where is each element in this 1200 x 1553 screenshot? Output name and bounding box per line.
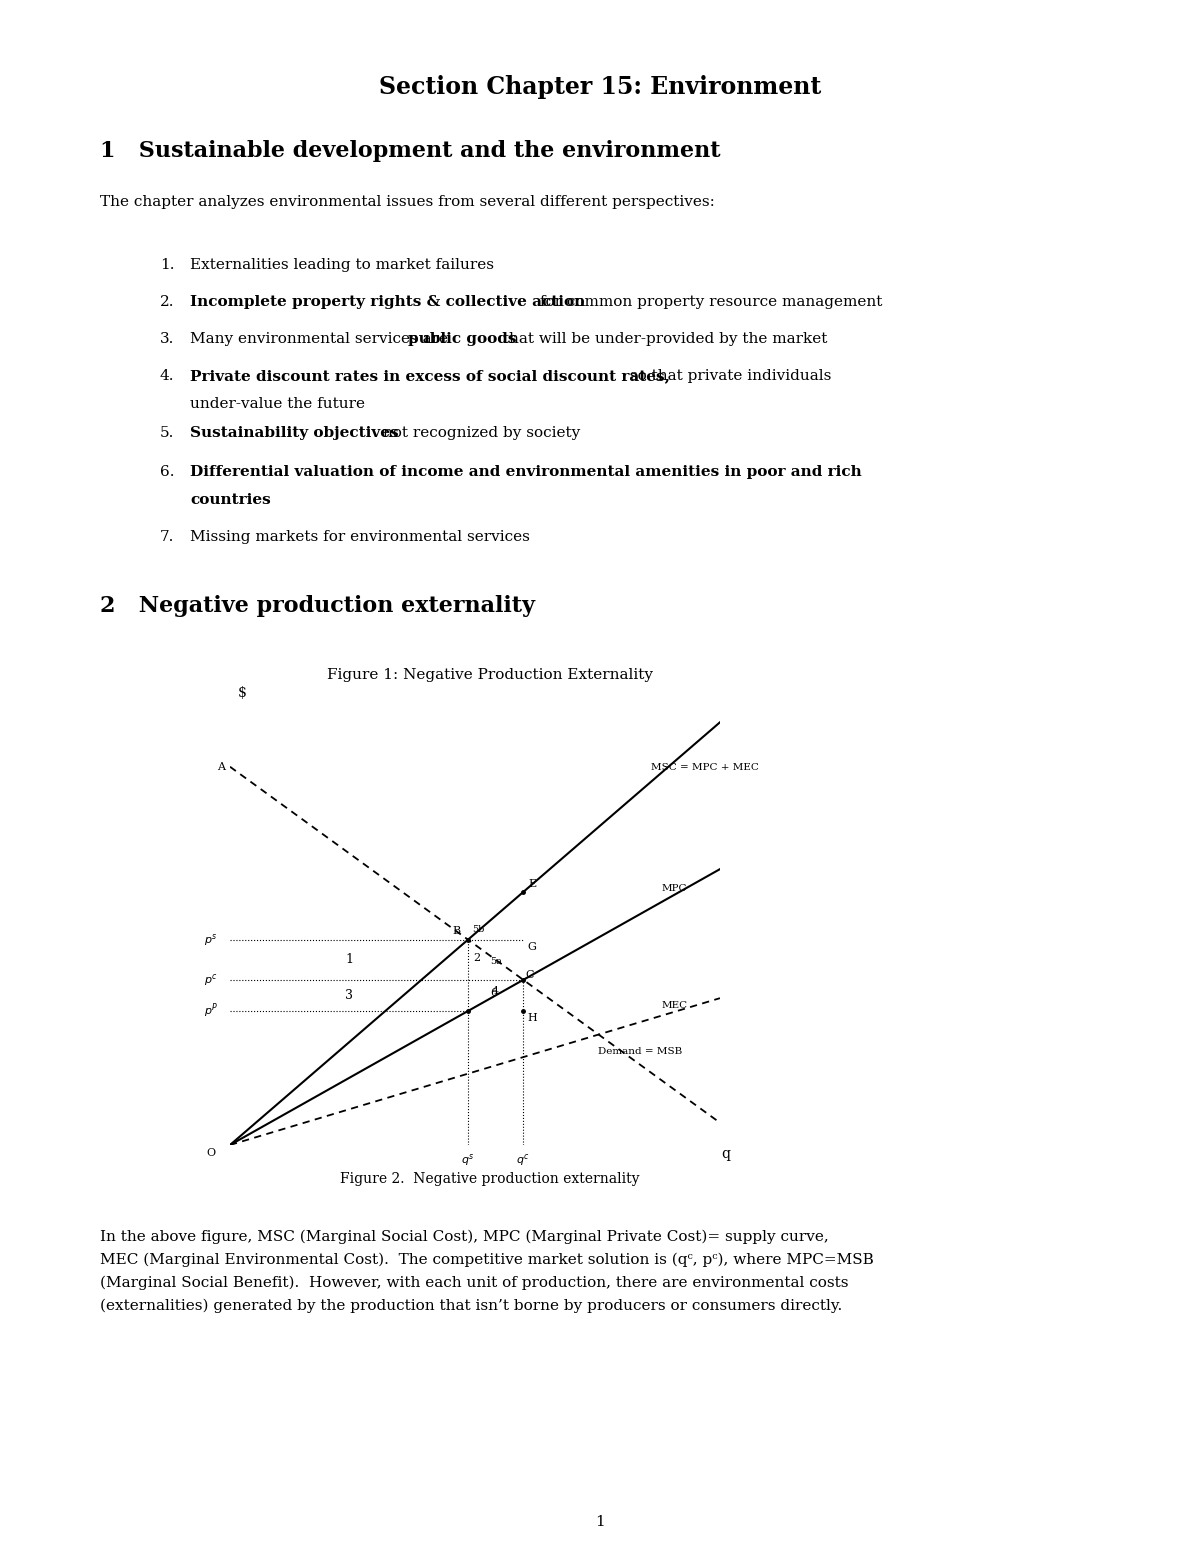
Text: $: $ [238,686,246,700]
Text: 5b: 5b [472,924,485,933]
Text: 1   Sustainable development and the environment: 1 Sustainable development and the enviro… [100,140,720,162]
Text: 2   Negative production externality: 2 Negative production externality [100,595,535,617]
Text: public goods: public goods [408,332,516,346]
Text: MEC: MEC [661,1000,688,1009]
Text: MEC (Marginal Environmental Cost).  The competitive market solution is (qᶜ, pᶜ),: MEC (Marginal Environmental Cost). The c… [100,1253,874,1267]
Text: Incomplete property rights & collective action: Incomplete property rights & collective … [190,295,586,309]
Text: $q^s$: $q^s$ [461,1152,475,1168]
Text: (Marginal Social Benefit).  However, with each unit of production, there are env: (Marginal Social Benefit). However, with… [100,1277,848,1291]
Text: (externalities) generated by the production that isn’t borne by producers or con: (externalities) generated by the product… [100,1298,842,1314]
Text: for common property resource management: for common property resource management [535,295,882,309]
Text: MPC: MPC [661,884,686,893]
Text: q: q [721,1148,730,1162]
Text: In the above figure, MSC (Marginal Social Cost), MPC (Marginal Private Cost)= su: In the above figure, MSC (Marginal Socia… [100,1230,829,1244]
Text: Externalities leading to market failures: Externalities leading to market failures [190,258,494,272]
Text: 4.: 4. [160,370,174,384]
Text: 5.: 5. [160,426,174,439]
Text: Many environmental services are: Many environmental services are [190,332,452,346]
Text: Sustainability objectives: Sustainability objectives [190,426,398,439]
Text: Figure 1: Negative Production Externality: Figure 1: Negative Production Externalit… [326,668,653,682]
Text: $p^P$: $p^P$ [204,1002,217,1020]
Text: 2.: 2. [160,295,174,309]
Text: 4: 4 [492,986,499,995]
Text: $p^c$: $p^c$ [204,972,217,988]
Text: not recognized by society: not recognized by society [378,426,580,439]
Text: 6: 6 [491,988,498,999]
Text: Private discount rates in excess of social discount rates,: Private discount rates in excess of soci… [190,370,670,384]
Text: 7.: 7. [160,530,174,544]
Text: E: E [528,879,536,890]
Text: H: H [527,1013,536,1023]
Text: 2: 2 [473,952,480,963]
Text: 3: 3 [346,989,353,1002]
Text: 1.: 1. [160,258,174,272]
Text: $q^c$: $q^c$ [516,1152,530,1168]
Text: $p^s$: $p^s$ [204,932,217,947]
Text: Section Chapter 15: Environment: Section Chapter 15: Environment [379,75,821,99]
Text: Figure 2.  Negative production externality: Figure 2. Negative production externalit… [341,1173,640,1186]
Text: B: B [452,926,461,936]
Text: 6.: 6. [160,464,174,478]
Text: The chapter analyzes environmental issues from several different perspectives:: The chapter analyzes environmental issue… [100,196,715,210]
Text: countries: countries [190,492,271,506]
Text: Demand = MSB: Demand = MSB [598,1047,682,1056]
Text: O: O [206,1148,215,1159]
Text: under-value the future: under-value the future [190,398,365,412]
Text: so that private individuals: so that private individuals [625,370,832,384]
Text: 1: 1 [346,954,353,966]
Text: C: C [526,971,534,980]
Text: that will be under-provided by the market: that will be under-provided by the marke… [498,332,827,346]
Text: Differential valuation of income and environmental amenities in poor and rich: Differential valuation of income and env… [190,464,862,478]
Text: A: A [217,763,226,772]
Text: MSC = MPC + MEC: MSC = MPC + MEC [652,764,760,772]
Text: 5a: 5a [490,958,502,966]
Text: 1: 1 [595,1516,605,1530]
Text: G: G [527,941,536,952]
Text: Missing markets for environmental services: Missing markets for environmental servic… [190,530,530,544]
Text: 3.: 3. [160,332,174,346]
